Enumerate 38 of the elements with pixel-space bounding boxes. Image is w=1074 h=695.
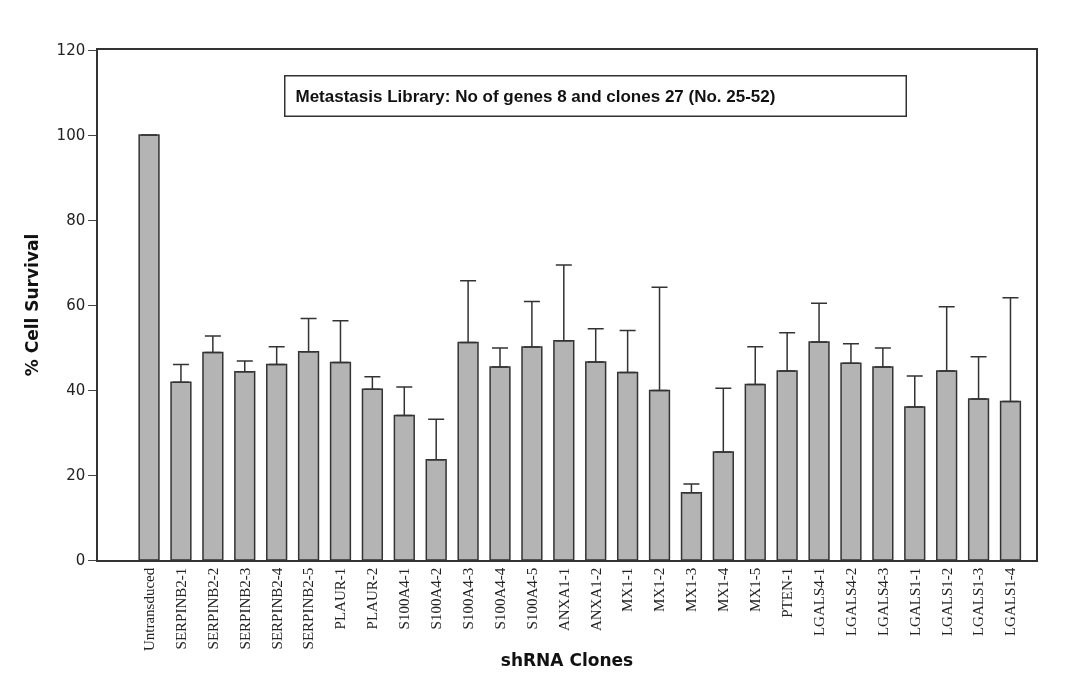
x-tick-label: MX1-3 xyxy=(683,567,700,612)
x-tick-label: MX1-5 xyxy=(747,567,764,612)
x-tick-label: S100A4-1 xyxy=(396,567,413,630)
x-tick-label: LGALS4-3 xyxy=(874,567,891,637)
x-tick-label: MX1-1 xyxy=(619,567,636,612)
x-tick-label: S100A4-2 xyxy=(428,567,445,630)
x-tick-label: SERPINB2-2 xyxy=(204,567,221,650)
y-tick-label: 120 xyxy=(56,41,86,60)
x-tick-label: SERPINB2-3 xyxy=(236,567,253,650)
x-tick-label: LGALS1-1 xyxy=(906,567,923,637)
x-tick-label: LGALS1-4 xyxy=(1002,567,1019,637)
y-tick-label: 60 xyxy=(66,296,86,315)
y-axis-title: % Cell Survival xyxy=(21,233,42,377)
x-tick-label: SERPINB2-4 xyxy=(268,567,285,650)
x-tick-label: S100A4-5 xyxy=(523,567,540,630)
x-tick-label: Untransduced xyxy=(140,567,157,652)
x-tick-label: SERPINB2-1 xyxy=(172,567,189,650)
y-tick-label: 80 xyxy=(66,211,86,230)
y-tick-label: 0 xyxy=(75,551,86,570)
x-tick-label: S100A4-3 xyxy=(459,567,476,630)
x-tick-label: ANXA1-1 xyxy=(555,567,572,632)
x-tick-label: PLAUR-1 xyxy=(332,567,349,630)
x-tick-label: LGALS1-2 xyxy=(938,567,955,637)
x-tick-label: ANXA1-2 xyxy=(587,567,604,632)
x-axis-title: shRNA Clones xyxy=(500,649,634,670)
x-tick-label: SERPINB2-5 xyxy=(300,567,317,650)
x-tick-label: PTEN-1 xyxy=(779,567,796,618)
x-tick-label: LGALS1-3 xyxy=(970,567,987,637)
x-tick-label: LGALS4-1 xyxy=(810,567,827,637)
x-tick-label: PLAUR-2 xyxy=(364,567,381,630)
x-tick-label: LGALS4-2 xyxy=(842,567,859,637)
x-tick-label: S100A4-4 xyxy=(491,567,508,630)
text: Metastasis Library: No of genes 8 and clones 27 (No. 25-52) xyxy=(295,86,776,106)
y-tick-label: 40 xyxy=(66,381,86,400)
y-tick-label: 20 xyxy=(66,466,86,485)
x-tick-label: MX1-4 xyxy=(715,567,732,612)
x-tick-label: MX1-2 xyxy=(651,567,668,612)
y-tick-label: 100 xyxy=(56,126,86,145)
